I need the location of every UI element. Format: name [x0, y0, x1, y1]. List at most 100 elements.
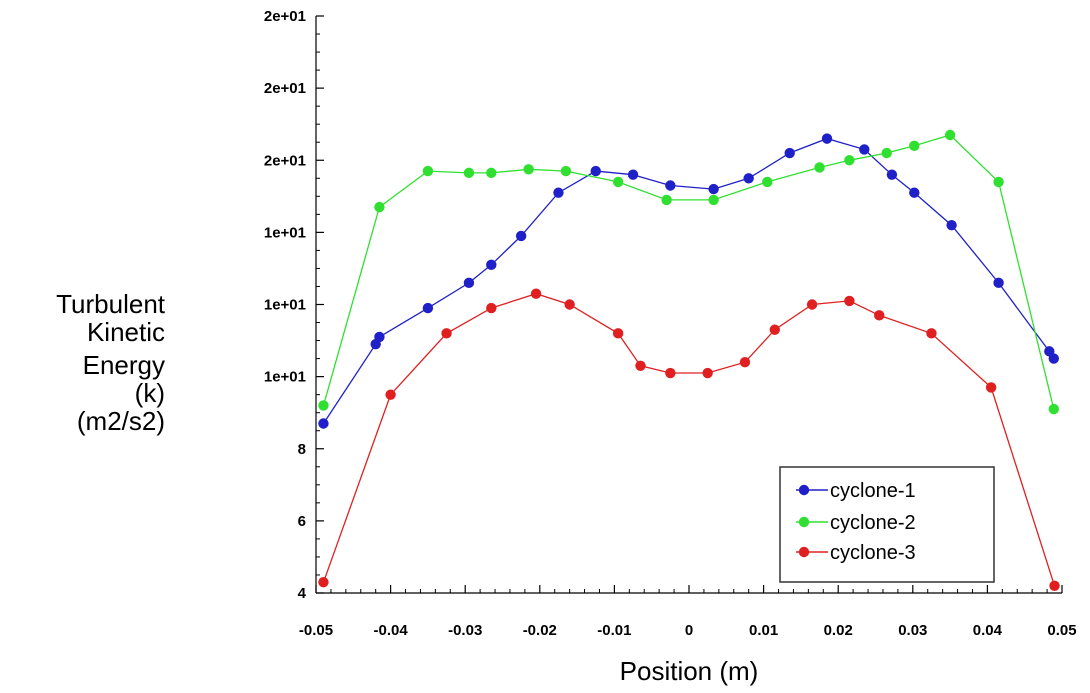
x-tick-label: -0.05	[299, 622, 333, 639]
data-point	[560, 165, 572, 177]
series-line	[322, 137, 1055, 424]
data-point	[1048, 403, 1059, 415]
data-point	[946, 219, 957, 231]
x-tick-label: 0.02	[824, 622, 853, 639]
data-point	[665, 180, 676, 191]
data-point	[553, 187, 564, 198]
data-point	[422, 302, 434, 314]
data-point	[590, 165, 601, 177]
y-tick-label: 1e+01	[264, 224, 306, 241]
x-tick-label: -0.02	[523, 622, 557, 639]
y-axis-title-line: Energy	[83, 350, 165, 380]
data-point	[909, 187, 920, 198]
data-point	[762, 176, 773, 188]
y-tick-label: 8	[298, 441, 306, 458]
data-point	[784, 147, 795, 159]
data-point	[886, 169, 898, 180]
x-tick-label: 0.05	[1047, 622, 1076, 639]
data-point	[881, 147, 892, 159]
legend-label: cyclone-3	[830, 542, 916, 564]
legend-box	[779, 466, 995, 583]
x-tick-label: 0.04	[973, 622, 1003, 639]
data-point	[993, 176, 1004, 188]
y-tick-label: 1e+01	[264, 369, 306, 386]
x-tick-label: 0	[685, 622, 693, 639]
data-point	[844, 155, 855, 166]
series-cyclone-2	[318, 129, 1059, 415]
data-point	[318, 576, 329, 588]
data-point	[874, 310, 885, 321]
y-axis-title-line: (k)	[135, 378, 165, 408]
data-point	[385, 389, 396, 400]
data-point	[635, 360, 646, 372]
axes: 4 6 8 1e+01 1e+01 1e+01 2e+01 2e+01 2e+01 -0.05 -0…	[264, 8, 1077, 639]
data-point	[523, 164, 534, 175]
data-point	[1048, 353, 1059, 364]
y-tick-label: 4	[298, 585, 307, 602]
legend-label: cyclone-2	[830, 512, 916, 534]
data-point	[612, 328, 624, 339]
data-point	[463, 277, 475, 289]
data-point	[844, 295, 855, 307]
data-point	[702, 367, 713, 379]
y-axis-title-line: Kinetic	[87, 317, 165, 347]
data-point	[708, 194, 719, 206]
data-point	[739, 357, 751, 368]
data-point	[627, 169, 639, 180]
data-point	[564, 299, 575, 310]
series-line	[322, 134, 1055, 410]
data-point	[374, 331, 385, 343]
y-tick-label: 2e+01	[264, 80, 306, 97]
data-point	[806, 299, 818, 310]
data-point	[985, 382, 997, 393]
data-point	[463, 167, 475, 179]
data-point	[1049, 580, 1060, 591]
data-point	[318, 400, 329, 411]
legend-marker	[798, 546, 810, 558]
data-point	[530, 288, 542, 299]
x-tick-label: 0.03	[898, 622, 927, 639]
x-tick-label: -0.04	[373, 622, 408, 639]
data-point	[859, 144, 870, 155]
data-point	[318, 418, 329, 429]
data-point	[909, 140, 920, 152]
x-tick-label: -0.03	[448, 622, 482, 639]
data-point	[486, 259, 497, 271]
y-tick-label: 1e+01	[264, 297, 306, 314]
data-point	[993, 277, 1004, 289]
data-point	[374, 201, 385, 213]
data-point	[814, 162, 825, 173]
data-point	[769, 324, 780, 335]
y-tick-label: 6	[298, 513, 306, 530]
data-point	[821, 133, 833, 144]
data-point	[661, 194, 672, 206]
series-layer	[318, 129, 1060, 591]
data-point	[926, 328, 937, 339]
x-tick-label: 0.01	[749, 622, 778, 639]
data-point	[708, 183, 719, 195]
series-line	[322, 293, 1056, 586]
x-tick-label: -0.01	[597, 622, 631, 639]
data-point	[515, 230, 527, 242]
legend-marker	[798, 484, 810, 496]
data-point	[422, 165, 434, 177]
data-point	[441, 328, 452, 339]
y-axis-title-line: (m2/s2)	[77, 406, 165, 436]
data-point	[944, 129, 956, 141]
data-point	[486, 167, 497, 179]
legend-label: cyclone-1	[830, 480, 916, 502]
legend: cyclone-1 cyclone-2 cyclone-3	[779, 466, 995, 583]
data-point	[612, 176, 624, 188]
y-tick-label: 2e+01	[264, 8, 306, 25]
series-cyclone-1	[318, 133, 1059, 429]
data-point	[486, 302, 497, 314]
series-cyclone-3	[318, 288, 1060, 591]
x-axis-title: Position (m)	[620, 656, 759, 686]
y-tick-label: 2e+01	[264, 152, 306, 169]
data-point	[665, 367, 676, 379]
data-point	[743, 173, 754, 184]
y-axis-title-line: Turbulent	[56, 289, 166, 319]
legend-marker	[798, 516, 810, 528]
